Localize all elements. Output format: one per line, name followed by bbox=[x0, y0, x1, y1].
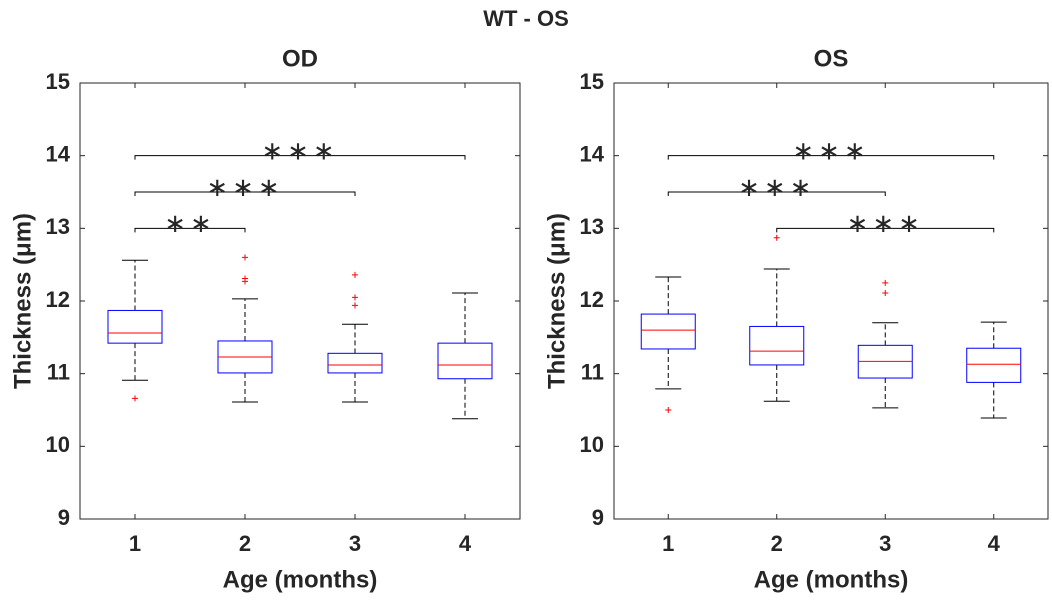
y-tick-label: 10 bbox=[580, 432, 604, 457]
outlier bbox=[352, 302, 358, 309]
figure-title: WT - OS bbox=[483, 6, 569, 31]
x-tick-label: 4 bbox=[988, 531, 1001, 556]
outlier bbox=[242, 254, 248, 261]
y-tick-label: 13 bbox=[46, 214, 70, 239]
y-tick-label: 14 bbox=[46, 141, 71, 166]
y-tick-label: 10 bbox=[46, 432, 70, 457]
outlier bbox=[242, 278, 248, 285]
significance-bracket bbox=[134, 191, 356, 196]
significance-label: ∗∗∗ bbox=[206, 172, 283, 202]
outlier bbox=[773, 234, 780, 241]
outlier bbox=[132, 395, 138, 402]
box bbox=[107, 309, 163, 344]
y-tick-label: 9 bbox=[58, 505, 70, 530]
outlier bbox=[882, 290, 889, 297]
significance-label: ∗∗∗ bbox=[847, 208, 924, 238]
significance-bracket bbox=[776, 227, 995, 233]
x-tick-label: 2 bbox=[771, 531, 783, 556]
box bbox=[966, 347, 1022, 383]
x-tick-label: 3 bbox=[879, 531, 891, 556]
box bbox=[640, 313, 696, 350]
y-tick-label: 15 bbox=[580, 69, 604, 94]
significance-label: ∗∗∗ bbox=[261, 136, 338, 166]
significance-bracket bbox=[667, 155, 995, 160]
y-tick-label: 9 bbox=[592, 505, 604, 530]
significance-label: ∗∗ bbox=[164, 208, 216, 238]
significance-bracket bbox=[667, 191, 886, 196]
y-tick-label: 12 bbox=[46, 287, 70, 312]
y-tick-label: 13 bbox=[580, 214, 604, 239]
box bbox=[437, 342, 493, 380]
outlier bbox=[352, 271, 358, 278]
significance-label: ∗∗∗ bbox=[738, 172, 815, 202]
x-axis-label: Age (months) bbox=[223, 566, 378, 593]
y-tick-label: 12 bbox=[580, 287, 604, 312]
significance-label: ∗∗∗ bbox=[792, 136, 869, 166]
x-tick-label: 2 bbox=[239, 531, 251, 556]
outlier bbox=[882, 279, 889, 286]
x-tick-label: 1 bbox=[129, 531, 141, 556]
outlier bbox=[665, 407, 672, 413]
x-tick-label: 3 bbox=[349, 531, 361, 556]
chart-title: OD bbox=[282, 45, 318, 72]
x-axis-label: Age (months) bbox=[754, 566, 909, 593]
y-tick-label: 11 bbox=[581, 359, 604, 384]
significance-bracket bbox=[134, 227, 246, 233]
y-tick-label: 15 bbox=[46, 69, 70, 94]
box bbox=[749, 325, 805, 366]
chart-title: OS bbox=[814, 45, 849, 72]
significance-bracket bbox=[134, 155, 466, 160]
x-tick-label: 4 bbox=[459, 531, 472, 556]
y-tick-label: 11 bbox=[47, 359, 70, 384]
box bbox=[327, 352, 383, 374]
x-tick-label: 1 bbox=[662, 531, 674, 556]
y-axis-label: Thickness (μm) bbox=[9, 213, 36, 389]
y-axis-label: Thickness (μm) bbox=[543, 213, 570, 389]
outlier bbox=[352, 294, 358, 301]
y-tick-label: 14 bbox=[580, 141, 605, 166]
